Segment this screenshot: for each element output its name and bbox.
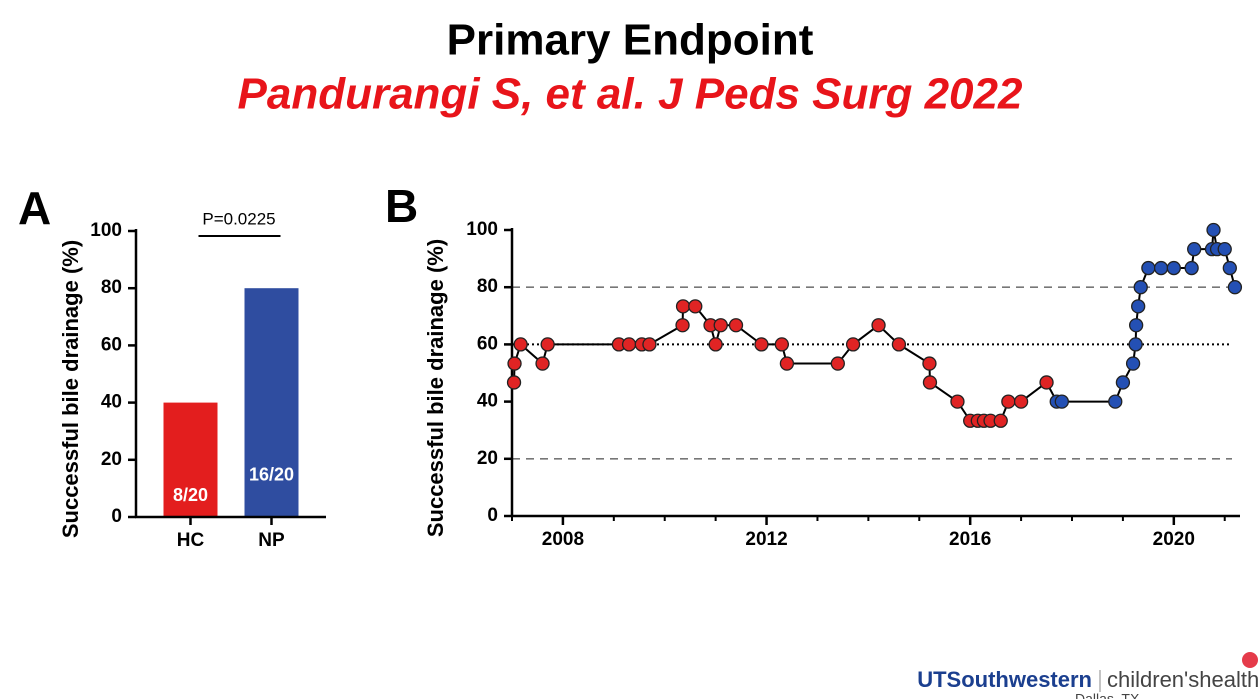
y-tick-label: 60 [101,334,122,355]
x-tick-label: 2020 [1153,529,1195,550]
y-axis-label: Successful bile drainage (%) [423,239,448,537]
data-point [1133,280,1148,295]
data-point [1039,375,1054,390]
data-point [845,337,861,352]
data-point [1115,375,1131,390]
data-point [754,337,769,352]
data-point [1128,337,1143,352]
bar [244,288,299,517]
footer-location: Dallas, TX [1075,691,1140,699]
data-point [950,394,965,409]
data-point [1108,394,1123,409]
data-point [1125,356,1141,371]
data-point [621,337,637,352]
data-point [1206,222,1221,238]
bar-value-label: 16/20 [249,465,294,485]
y-tick-label: 20 [477,448,498,469]
data-point [728,318,744,333]
data-point [513,337,528,352]
data-point [1013,394,1029,409]
x-tick-label: 2008 [542,529,584,550]
slide-subtitle: Pandurangi S, et al. J Peds Surg 2022 [238,70,1023,119]
footer-logo: children'shealth [1107,667,1259,692]
panel-label: A [18,182,51,234]
data-point [1217,242,1232,257]
y-tick-label: 100 [466,219,498,240]
data-point [1141,260,1156,276]
y-tick-label: 100 [90,220,122,241]
data-point [675,299,691,314]
significance-label: P=0.0225 [202,209,275,228]
data-point [713,318,728,333]
data-point [1187,242,1202,257]
y-tick-label: 40 [101,392,122,413]
data-point [1054,394,1069,409]
data-point [993,413,1008,428]
data-point [922,375,938,390]
x-tick-label: 2016 [949,529,991,550]
bar-value-label: 8/20 [173,485,208,505]
y-tick-label: 60 [477,333,498,354]
data-point [1131,299,1146,314]
y-tick-label: 0 [111,506,122,527]
data-point [1128,318,1144,333]
y-axis-label: Successful bile drainage (%) [58,240,83,538]
x-tick-label: NP [258,530,285,551]
data-point [1227,280,1243,295]
data-point [1184,260,1199,276]
panel-label: B [385,180,418,232]
data-point [922,356,937,371]
data-point [540,337,555,352]
bar [163,402,218,517]
data-point [1222,260,1237,276]
y-tick-label: 80 [477,276,498,297]
data-point [708,337,723,352]
slide-title: Primary Endpoint [447,16,814,65]
y-tick-label: 20 [101,449,122,470]
data-point [688,299,703,314]
x-tick-label: HC [177,530,205,551]
data-point [535,356,550,371]
data-point [779,356,795,371]
data-point [891,337,907,352]
data-point [1001,394,1016,409]
data-point [1166,260,1181,276]
y-tick-label: 80 [101,277,122,298]
data-point [1153,260,1169,276]
footer-logo: UTSouthwestern [917,667,1092,692]
data-point [830,356,845,371]
x-tick-label: 2012 [745,529,787,550]
data-point [871,318,886,333]
y-tick-label: 0 [487,505,498,526]
data-point [642,337,657,352]
data-point [507,356,522,371]
y-tick-label: 40 [477,391,498,412]
data-point [675,318,690,333]
logo-icon [1242,652,1258,668]
data-point [506,375,522,390]
data-point [774,337,789,352]
